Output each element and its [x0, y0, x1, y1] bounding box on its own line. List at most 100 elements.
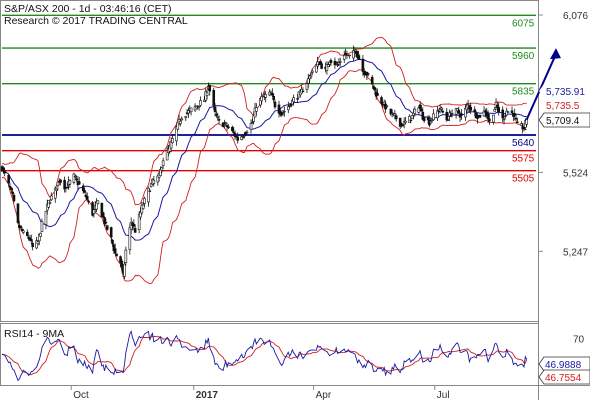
candle	[497, 102, 501, 116]
candle	[8, 182, 12, 190]
candle-body	[48, 202, 52, 204]
candle-body	[216, 116, 220, 119]
candle	[37, 233, 41, 246]
candle	[148, 188, 152, 192]
forecast-arrow-layer	[525, 48, 561, 120]
candle-body	[408, 115, 411, 123]
candle	[488, 114, 491, 125]
x-axis-layer: Oct 2017 Apr Jul	[70, 385, 450, 400]
candle	[212, 87, 216, 111]
candle-body	[233, 133, 237, 137]
candle-body	[77, 181, 81, 185]
price-tag-label: 5,709.4	[546, 116, 580, 127]
candle	[26, 229, 29, 237]
candle-body	[189, 107, 193, 113]
price-tag: 5,735.5	[539, 98, 590, 112]
price-tag: 5,735.91	[539, 84, 590, 98]
candle-body	[441, 110, 445, 113]
candle	[40, 218, 44, 233]
candle-body	[502, 118, 506, 121]
candle-body	[437, 110, 441, 113]
candle-body	[460, 113, 463, 116]
candle	[109, 226, 113, 242]
candle-body	[40, 221, 44, 232]
candle	[100, 202, 104, 217]
candle-body	[264, 94, 267, 98]
candle-body	[380, 97, 383, 104]
candle	[400, 122, 403, 128]
candle-body	[124, 249, 128, 263]
candle-body	[446, 119, 450, 121]
candle-body	[232, 131, 236, 134]
candle-body	[128, 227, 132, 250]
candle	[189, 107, 193, 116]
candle-body	[492, 114, 495, 123]
candle	[22, 228, 25, 235]
candle-body	[510, 110, 514, 113]
price-tag-box	[538, 112, 590, 128]
candle	[152, 175, 156, 187]
candle	[85, 192, 89, 202]
candle	[249, 119, 253, 134]
candle	[501, 106, 505, 123]
candle	[273, 99, 277, 110]
forecast-arrow-head	[549, 48, 561, 60]
candle-body	[432, 113, 435, 121]
candle	[401, 124, 405, 127]
candle-body	[422, 117, 426, 122]
candle-body	[22, 230, 25, 233]
level-label-5835: 5835	[512, 87, 535, 98]
candle	[47, 200, 50, 209]
price-tag: 5,709.4	[538, 112, 590, 128]
candle	[213, 103, 217, 117]
rsi-ma-line	[1, 335, 528, 376]
candle-body	[10, 187, 13, 191]
candle	[48, 199, 52, 205]
candle	[385, 105, 389, 109]
candle	[460, 109, 463, 120]
candle-body	[231, 126, 234, 132]
candle-body	[217, 119, 221, 121]
candle-body	[63, 179, 66, 190]
candle-body	[73, 175, 77, 178]
candle-body	[105, 225, 109, 230]
candle-body	[366, 73, 370, 75]
candle-body	[208, 85, 212, 92]
candle	[133, 224, 137, 233]
candle	[492, 114, 495, 125]
candle	[221, 121, 225, 128]
candle-body	[306, 78, 310, 84]
moving-average-line	[1, 58, 527, 241]
candle-body	[236, 136, 240, 141]
candle	[137, 210, 141, 234]
rsi-label: RSI14 - 9MA	[4, 328, 64, 340]
candle-body	[161, 160, 165, 167]
candle	[111, 239, 114, 247]
candle-body	[75, 178, 78, 181]
candle	[3, 167, 6, 177]
candle-body	[296, 98, 299, 100]
candle-body	[506, 111, 510, 113]
candle	[283, 106, 286, 117]
candle-body	[56, 181, 60, 186]
candle-body	[473, 109, 477, 113]
candle	[233, 130, 237, 140]
candle-body	[109, 227, 113, 238]
candle	[227, 124, 230, 130]
candle-body	[180, 118, 184, 121]
candle-body	[373, 87, 377, 91]
candle-body	[385, 105, 389, 107]
candle	[409, 119, 413, 124]
candle-body	[305, 83, 309, 90]
candle	[441, 108, 445, 114]
candle-body	[421, 111, 425, 120]
candle-body	[137, 213, 141, 230]
candle	[366, 72, 370, 77]
candle-body	[184, 116, 188, 119]
candle	[149, 182, 153, 188]
candle	[63, 176, 66, 193]
candle	[205, 88, 209, 100]
x-tick-label: Oct	[73, 390, 89, 400]
candle-body	[205, 92, 209, 96]
